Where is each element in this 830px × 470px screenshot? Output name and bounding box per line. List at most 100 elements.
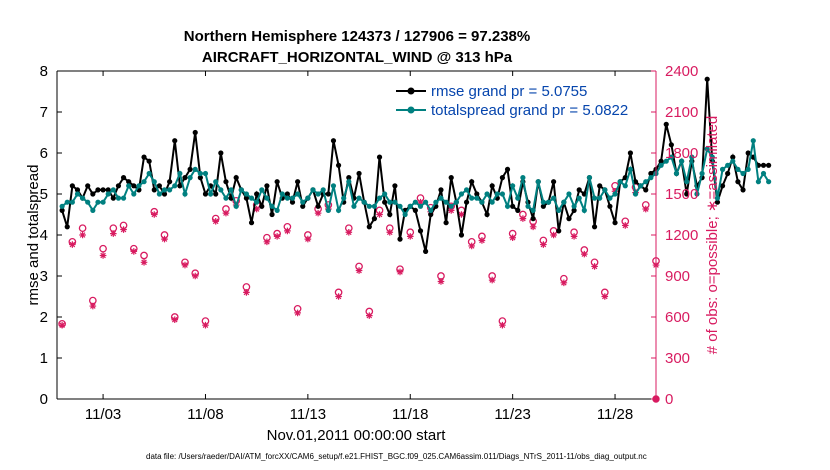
legend-rmse-label: rmse grand pr = 5.0755 — [431, 83, 587, 100]
obs-assimilated-marker — [591, 263, 598, 270]
series-point-rmse — [141, 154, 147, 160]
series-point-rmse — [172, 138, 178, 144]
y-left-tick-label: 8 — [40, 63, 48, 80]
series-point-rmse — [648, 170, 654, 177]
series-point-totalspread — [243, 191, 250, 197]
series-point-rmse — [387, 211, 393, 218]
y-left-tick-label: 5 — [40, 186, 48, 203]
y-right-tick-label: 2400 — [665, 63, 698, 80]
series-point-totalspread — [115, 195, 122, 201]
series-point-rmse — [392, 183, 398, 189]
series-point-rmse — [325, 191, 331, 197]
series-layer — [59, 76, 772, 254]
series-point-rmse — [315, 203, 321, 209]
obs-assimilated-marker — [314, 209, 322, 217]
series-point-totalspread — [766, 179, 772, 185]
series-point-rmse — [356, 170, 362, 177]
series-point-totalspread — [453, 199, 459, 205]
series-point-rmse — [59, 207, 65, 213]
series-point-totalspread — [218, 187, 224, 193]
series-point-totalspread — [305, 195, 311, 201]
series-point-totalspread — [141, 179, 147, 185]
series-point-totalspread — [412, 199, 418, 205]
series-point-totalspread — [663, 158, 669, 164]
series-point-totalspread — [586, 175, 593, 181]
series-point-rmse — [126, 179, 132, 185]
series-point-rmse — [182, 175, 188, 181]
series-point-rmse — [463, 199, 470, 205]
series-point-totalspread — [515, 195, 521, 201]
ticks-layer: 11/03 11/08 11/13 11/18 11/23 11/28 0 1 2 3 4 5 6 7 8 0… — [40, 63, 699, 423]
series-point-totalspread — [525, 203, 531, 209]
obs-assimilated-marker — [437, 278, 445, 285]
obs-assimilated-marker — [161, 235, 168, 243]
series-point-totalspread — [407, 203, 413, 209]
series-point-rmse — [719, 183, 726, 189]
series-point-rmse — [335, 162, 342, 168]
series-point-totalspread — [591, 195, 598, 201]
series-point-totalspread — [607, 195, 613, 201]
series-point-rmse — [85, 183, 91, 189]
series-point-rmse — [515, 207, 521, 213]
obs-assimilated-marker — [601, 293, 609, 300]
series-point-rmse — [259, 203, 265, 209]
series-point-totalspread — [714, 195, 721, 201]
obs-assimilated-marker — [499, 321, 506, 329]
obs-assimilated-marker — [509, 234, 516, 242]
series-point-rmse — [469, 179, 475, 185]
x-tick-label: 11/13 — [290, 406, 326, 423]
series-point-totalspread — [730, 158, 736, 164]
series-point-rmse — [417, 228, 424, 234]
obs-assimilated-marker — [560, 279, 568, 287]
series-point-totalspread — [689, 154, 695, 160]
series-point-rmse — [504, 166, 511, 172]
obs-assimilated-marker — [99, 252, 107, 259]
x-axis-label: Nov.01,2011 00:00:00 start — [267, 427, 447, 444]
series-point-totalspread — [494, 191, 500, 197]
obs-assimilated-marker — [365, 312, 373, 319]
series-point-rmse — [438, 187, 444, 193]
obs-assimilated-marker — [396, 268, 404, 276]
series-point-rmse — [95, 187, 101, 193]
chart-title-line-1: Northern Hemisphere 124373 / 127906 = 97… — [184, 28, 530, 45]
series-point-totalspread — [556, 207, 562, 213]
series-point-totalspread — [423, 199, 429, 205]
series-point-totalspread — [330, 183, 337, 189]
series-point-rmse — [443, 220, 449, 226]
series-point-rmse — [90, 191, 96, 197]
y-axis-label-left: rmse and totalspread — [25, 165, 42, 306]
obs-assimilated-marker — [540, 241, 547, 248]
series-point-totalspread — [540, 199, 546, 205]
series-point-totalspread — [207, 191, 214, 197]
series-point-rmse — [428, 211, 434, 218]
series-point-rmse — [663, 121, 669, 127]
series-point-totalspread — [156, 191, 162, 197]
series-point-totalspread — [735, 166, 741, 172]
series-point-totalspread — [376, 195, 383, 201]
x-tick-label: 11/23 — [494, 406, 530, 423]
series-point-rmse — [745, 150, 751, 156]
series-point-totalspread — [274, 207, 280, 213]
series-point-totalspread — [300, 199, 306, 205]
obs-assimilated-marker — [130, 248, 138, 255]
series-point-totalspread — [438, 195, 444, 201]
series-point-rmse — [397, 236, 403, 242]
series-point-totalspread — [458, 191, 465, 197]
series-point-totalspread — [612, 191, 618, 197]
x-tick-label: 11/18 — [392, 406, 428, 423]
obs-assimilated-marker — [355, 267, 363, 274]
series-point-totalspread — [356, 195, 362, 201]
y-left-tick-label: 2 — [40, 309, 48, 326]
series-point-totalspread — [295, 191, 301, 197]
obs-assimilated-marker — [468, 242, 475, 250]
series-point-totalspread — [709, 154, 715, 160]
obs-assimilated-marker — [273, 233, 281, 240]
series-point-totalspread — [469, 195, 475, 201]
series-point-rmse — [264, 183, 270, 189]
series-point-totalspread — [489, 199, 495, 205]
obs-assimilated-marker — [570, 233, 578, 240]
series-point-rmse — [484, 211, 490, 218]
series-point-totalspread — [622, 183, 628, 189]
series-point-totalspread — [551, 195, 557, 201]
y-left-tick-label: 1 — [40, 350, 48, 367]
